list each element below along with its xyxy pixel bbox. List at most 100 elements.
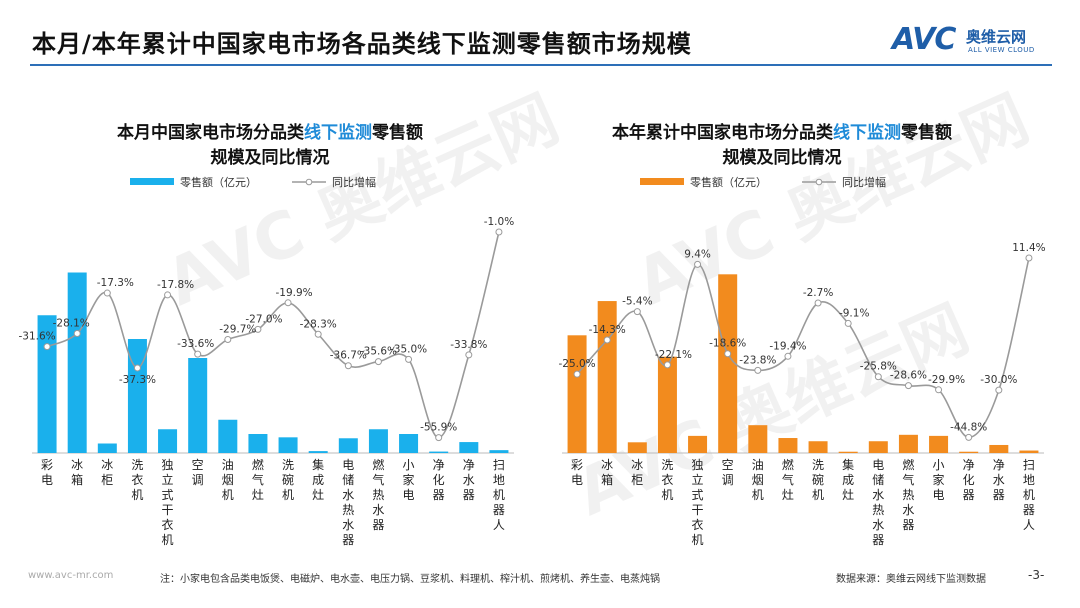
yoy-point-7	[254, 325, 262, 333]
chart-title-part: 零售额	[900, 122, 952, 143]
yoy-label-14: -33.8%	[450, 339, 487, 351]
yoy-point-5	[194, 350, 202, 358]
bar-6	[748, 425, 768, 453]
category-label-0: 彩电	[41, 458, 53, 487]
chart-title-part: 本月中国家电市场分品类	[117, 122, 305, 143]
category-label-10: 电储水热水器	[342, 458, 354, 547]
yoy-point-13	[435, 434, 443, 442]
yoy-point-0	[43, 343, 51, 351]
category-label-15: 扫地机器人	[1023, 458, 1035, 532]
chart-title-part: 本年累计中国家电市场分品类	[612, 122, 834, 143]
category-label-5: 空调	[192, 458, 204, 487]
yoy-label-13: -44.8%	[950, 421, 987, 433]
yoy-point-5	[724, 350, 732, 358]
bar-5	[718, 274, 738, 453]
category-label-7: 燃气灶	[252, 457, 264, 502]
bar-0	[37, 315, 57, 453]
yoy-label-7: -27.0%	[245, 313, 282, 325]
bar-9	[838, 451, 858, 453]
yoy-point-4	[164, 291, 172, 299]
legend-bar-label: 零售额（亿元）	[180, 175, 257, 189]
yoy-label-6: -23.8%	[739, 354, 776, 366]
yoy-label-10: -36.7%	[330, 350, 367, 362]
bar-15	[1019, 450, 1039, 453]
category-label-14: 净水器	[463, 458, 475, 502]
yoy-label-11: -35.6%	[360, 346, 397, 358]
category-label-3: 洗衣机	[661, 458, 673, 502]
yoy-label-1: -14.3%	[589, 324, 626, 336]
footer-note: 注：小家电包含品类电饭煲、电磁炉、电水壶、电压力锅、豆浆机、料理机、榨汁机、煎烤…	[160, 574, 660, 585]
bar-7	[778, 438, 798, 453]
yoy-label-15: -1.0%	[484, 216, 514, 228]
chart-title-line2: 规模及同比情况	[723, 147, 842, 168]
footer-url[interactable]: www.avc-mr.com	[28, 570, 114, 581]
legend-bar-label: 零售额（亿元）	[690, 175, 767, 189]
yoy-point-6	[754, 366, 762, 374]
category-label-4: 独立式干衣机	[692, 458, 704, 547]
logo-en-text: ALL VIEW CLOUD	[968, 46, 1035, 54]
yoy-point-3	[663, 361, 671, 369]
category-label-4: 独立式干衣机	[162, 458, 174, 547]
bar-8	[278, 437, 298, 453]
bar-8	[808, 441, 828, 453]
yoy-label-10: -25.8%	[860, 361, 897, 373]
category-label-13: 净化器	[433, 458, 445, 502]
yoy-label-4: -17.8%	[157, 279, 194, 291]
footer-source: 数据来源：奥维云网线下监测数据	[836, 574, 986, 585]
logo-cn-text: 奥维云网	[966, 28, 1027, 46]
bar-3	[657, 356, 677, 453]
chart-title: 本月中国家电市场分品类线下监测零售额	[117, 122, 423, 143]
legend-line-marker	[305, 178, 313, 186]
bar-10	[338, 438, 358, 453]
bar-9	[308, 451, 328, 453]
bar-11	[368, 429, 388, 453]
category-label-5: 空调	[722, 458, 734, 487]
yoy-label-8: -19.9%	[275, 287, 312, 299]
yoy-point-13	[965, 433, 973, 441]
category-label-13: 净化器	[963, 458, 975, 502]
yoy-point-4	[694, 260, 702, 268]
chart-title-highlight: 线下监测	[304, 122, 372, 143]
category-label-7: 燃气灶	[782, 457, 794, 502]
chart-title-highlight: 线下监测	[833, 122, 901, 143]
yoy-point-8	[284, 299, 292, 307]
yoy-label-11: -28.6%	[890, 370, 927, 382]
category-label-1: 冰箱	[71, 458, 83, 487]
category-label-9: 集成灶	[312, 457, 324, 502]
yoy-label-1: -28.1%	[53, 318, 90, 330]
bar-14	[989, 444, 1009, 453]
bar-12	[929, 435, 949, 453]
yoy-point-12	[935, 386, 943, 394]
category-label-1: 冰箱	[601, 458, 613, 487]
category-label-9: 集成灶	[842, 457, 854, 502]
yoy-label-12: -35.0%	[390, 343, 427, 355]
yoy-point-2	[633, 308, 641, 316]
category-label-6: 油烟机	[752, 458, 764, 502]
yoy-point-1	[603, 336, 611, 344]
yoy-point-15	[495, 228, 503, 236]
bar-4	[688, 435, 708, 453]
bar-13	[429, 451, 449, 453]
yoy-label-9: -9.1%	[839, 307, 869, 319]
yoy-point-14	[995, 386, 1003, 394]
yoy-label-6: -29.7%	[219, 323, 256, 335]
yoy-point-14	[465, 351, 473, 359]
avc-logo: AVC 奥维云网 ALL VIEW CLOUD	[892, 22, 1052, 60]
category-label-6: 油烟机	[222, 458, 234, 502]
yoy-label-9: -28.3%	[300, 318, 337, 330]
yoy-point-12	[405, 355, 413, 363]
bar-2	[627, 442, 647, 453]
legend-bar-swatch	[130, 178, 174, 185]
yoy-point-15	[1025, 254, 1033, 262]
yoy-point-7	[784, 352, 792, 360]
yoy-label-15: 11.4%	[1012, 242, 1045, 254]
bar-12	[399, 434, 419, 453]
legend-line-label: 同比增幅	[332, 175, 376, 189]
category-label-12: 小家电	[403, 458, 415, 502]
yoy-point-10	[874, 373, 882, 381]
chart-title-line2: 规模及同比情况	[211, 147, 330, 168]
yoy-label-3: -37.3%	[119, 374, 156, 386]
category-label-3: 洗衣机	[131, 458, 143, 502]
bar-5	[188, 358, 208, 453]
